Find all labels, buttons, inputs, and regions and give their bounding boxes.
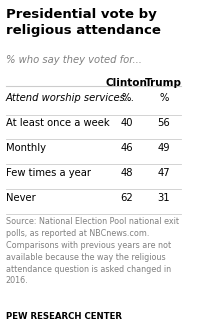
Text: Never: Never (6, 193, 35, 203)
Text: 48: 48 (120, 168, 132, 178)
Text: 31: 31 (157, 193, 169, 203)
Text: Source: National Election Pool national exit
polls, as reported at NBCnews.com.
: Source: National Election Pool national … (6, 217, 178, 286)
Text: Monthly: Monthly (6, 143, 45, 153)
Text: 62: 62 (120, 193, 132, 203)
Text: Presidential vote by
religious attendance: Presidential vote by religious attendanc… (6, 8, 160, 37)
Text: % who say they voted for...: % who say they voted for... (6, 55, 141, 65)
Text: Trump: Trump (145, 78, 181, 88)
Text: %: % (121, 93, 131, 103)
Text: %: % (158, 93, 168, 103)
Text: 40: 40 (120, 118, 132, 128)
Text: At least once a week: At least once a week (6, 118, 109, 128)
Text: 47: 47 (157, 168, 169, 178)
Text: 49: 49 (157, 143, 169, 153)
Text: 56: 56 (157, 118, 169, 128)
Text: Clinton: Clinton (105, 78, 147, 88)
Text: Attend worship services...: Attend worship services... (6, 93, 134, 103)
Text: 46: 46 (120, 143, 132, 153)
Text: PEW RESEARCH CENTER: PEW RESEARCH CENTER (6, 312, 121, 321)
Text: Few times a year: Few times a year (6, 168, 90, 178)
